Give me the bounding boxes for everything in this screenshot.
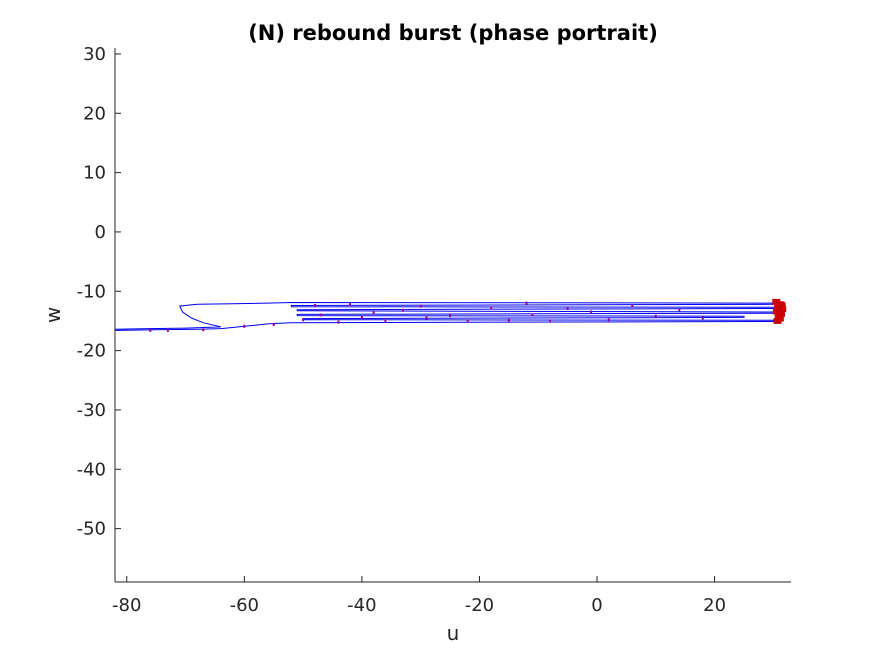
x-tick-label: 0 (591, 595, 602, 616)
x-tick-label: -80 (112, 595, 141, 616)
trace-marker (243, 324, 246, 328)
trace-marker (202, 328, 205, 332)
spike-point (778, 306, 787, 313)
trace-marker (337, 320, 340, 324)
y-ticks: -50 -40 -30 -20 -10 0 10 20 30 (77, 44, 121, 540)
y-tick-label: 20 (83, 103, 106, 124)
trace-marker (525, 301, 528, 305)
x-axis-label: u (447, 621, 460, 645)
trace-marker (590, 310, 593, 314)
spike-point (772, 298, 781, 305)
y-tick-label: -30 (77, 400, 106, 421)
trace-marker (302, 318, 305, 322)
trace-marker (449, 314, 452, 318)
trace-marker (466, 319, 469, 323)
trace-marker (349, 302, 352, 306)
trace-marker (507, 318, 510, 322)
trace-marker (272, 323, 275, 326)
trace-marker (149, 328, 152, 332)
spike-point (772, 308, 781, 315)
y-tick-label: -10 (77, 281, 106, 302)
trace-marker (425, 316, 428, 320)
trace-marker (490, 306, 493, 310)
trace-marker (531, 313, 534, 317)
trace-marker (678, 308, 681, 312)
trace-marker (566, 307, 569, 310)
trace-marker (384, 319, 387, 323)
y-tick-label: 0 (95, 222, 106, 243)
x-ticks: -80 -60 -40 -20 0 20 (112, 576, 726, 616)
trace-marker (319, 313, 322, 317)
trace-series-0 (114, 301, 774, 331)
trace-marker (419, 304, 422, 308)
spike-point (773, 317, 782, 324)
y-tick-label: 10 (83, 163, 106, 184)
trace-marker (607, 318, 610, 322)
trace-layer (114, 301, 774, 331)
y-tick-label: 30 (83, 44, 106, 65)
trace-marker (166, 328, 169, 332)
trace-marker (631, 304, 634, 308)
x-tick-label: 20 (703, 595, 726, 616)
trace-marker (654, 314, 657, 318)
marker-layer (149, 301, 704, 332)
trace-marker (372, 311, 375, 315)
trace-marker (313, 304, 316, 307)
y-tick-label: -50 (77, 519, 106, 540)
spike-point (777, 302, 786, 309)
x-tick-label: -40 (347, 595, 376, 616)
trace-marker (402, 308, 404, 312)
y-axis-label: w (41, 307, 65, 323)
trace-marker (549, 319, 551, 323)
trace-marker (701, 316, 704, 320)
y-tick-label: -40 (77, 459, 106, 480)
trace-marker (360, 315, 363, 319)
spike-layer (772, 298, 787, 324)
chart-title: (N) rebound burst (phase portrait) (248, 21, 658, 45)
x-tick-label: -60 (230, 595, 259, 616)
y-tick-label: -20 (77, 341, 106, 362)
axes (114, 48, 791, 583)
x-tick-label: -20 (465, 595, 494, 616)
